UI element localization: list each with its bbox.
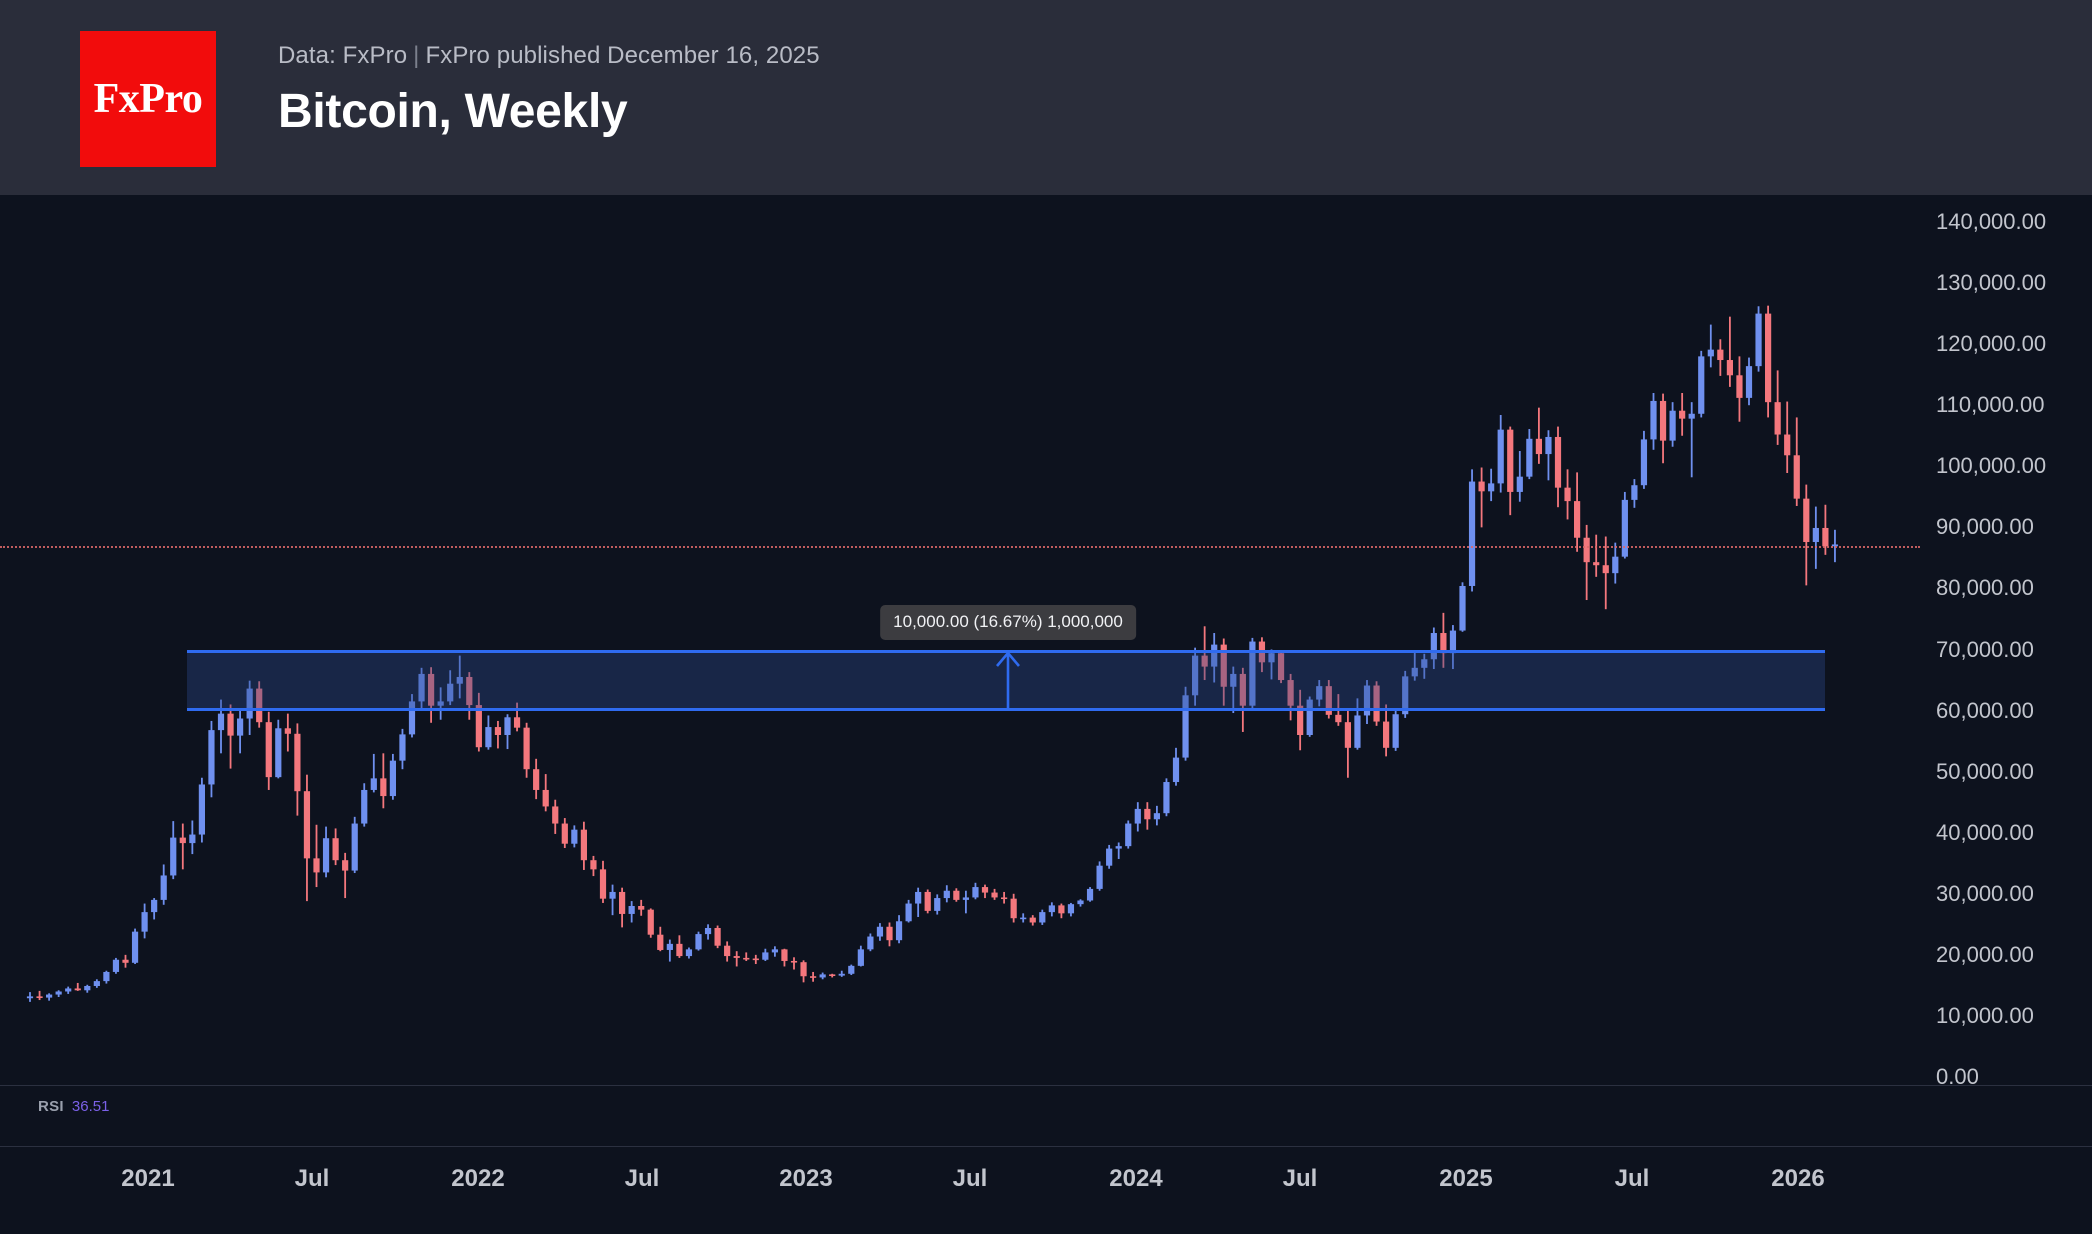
price-axis[interactable]: 0.00 10,000.00 20,000.00 30,000.00 40,000.00… <box>1920 195 2092 1089</box>
time-axis-label: 2022 <box>451 1165 505 1192</box>
rsi-value: 36.51 <box>71 1098 110 1115</box>
time-axis-label: 2024 <box>1109 1165 1163 1192</box>
price-axis-label: 140,000.00 <box>1936 209 2047 234</box>
price-axis-label: 10,000.00 <box>1936 1002 2034 1028</box>
time-axis-label: 2021 <box>121 1165 175 1192</box>
price-axis-label: 60,000.00 <box>1936 697 2034 723</box>
fxpro-logo: FxPro <box>80 31 216 167</box>
measure-range-box[interactable] <box>187 649 1825 711</box>
rsi-label: RSI <box>38 1098 64 1115</box>
price-axis-label: 70,000.00 <box>1936 636 2034 662</box>
time-axis-label: Jul <box>1614 1165 1650 1192</box>
time-axis-label: 2023 <box>779 1165 833 1192</box>
last-price-line <box>0 545 1920 548</box>
time-axis-label: 2026 <box>1771 1165 1825 1192</box>
time-axis-label: Jul <box>952 1165 988 1192</box>
source-attribution: Data: FxPro | FxPro published December 16,… <box>278 42 820 70</box>
page-header: FxPro Data: FxPro | FxPro published Decemb… <box>0 0 2092 195</box>
rsi-legend: RSI 36.51 <box>38 1098 109 1116</box>
candlestick-plot-area[interactable]: 10,000.00 (16.67%) 1,000,000 <box>0 195 1920 1085</box>
price-axis-label: 40,000.00 <box>1936 819 2034 845</box>
chart-container[interactable]: 10,000.00 (16.67%) 1,000,000 0.00 10,000.… <box>0 195 2092 1234</box>
time-axis-label: Jul <box>294 1165 330 1192</box>
time-axis-label: Jul <box>1282 1165 1318 1192</box>
source-data-label: Data: FxPro <box>278 42 408 69</box>
price-axis-label: 20,000.00 <box>1936 941 2034 967</box>
measure-arrow-icon <box>996 650 1020 711</box>
price-axis-label: 30,000.00 <box>1936 880 2034 906</box>
header-text-group: Data: FxPro | FxPro published December 16,… <box>278 42 820 139</box>
price-axis-label: 100,000.00 <box>1936 453 2047 479</box>
price-axis-label: 90,000.00 <box>1936 514 2034 540</box>
price-axis-label: 80,000.00 <box>1936 575 2034 601</box>
source-separator: | <box>413 42 420 69</box>
time-axis[interactable]: 2021 Jul 2022 Jul 2023 Jul 2024 Jul 2025 Jul 2026 <box>0 1147 2092 1234</box>
price-axis-label: 110,000.00 <box>1936 392 2045 418</box>
logo-text: FxPro <box>93 76 203 122</box>
time-axis-label: Jul <box>624 1165 660 1192</box>
page-title: Bitcoin, Weekly <box>278 85 628 138</box>
price-axis-label: 0.00 <box>1936 1064 1979 1089</box>
candlestick-series <box>26 305 1839 1002</box>
price-axis-label: 120,000.00 <box>1936 331 2047 357</box>
measure-tooltip: 10,000.00 (16.67%) 1,000,000 <box>880 604 1136 640</box>
price-axis-label: 130,000.00 <box>1936 270 2047 296</box>
source-publisher-label: FxPro published December 16, 2025 <box>425 42 820 69</box>
rsi-pane[interactable]: RSI 36.51 <box>0 1085 2092 1147</box>
time-axis-label: 2025 <box>1439 1165 1493 1192</box>
price-axis-label: 50,000.00 <box>1936 758 2034 784</box>
